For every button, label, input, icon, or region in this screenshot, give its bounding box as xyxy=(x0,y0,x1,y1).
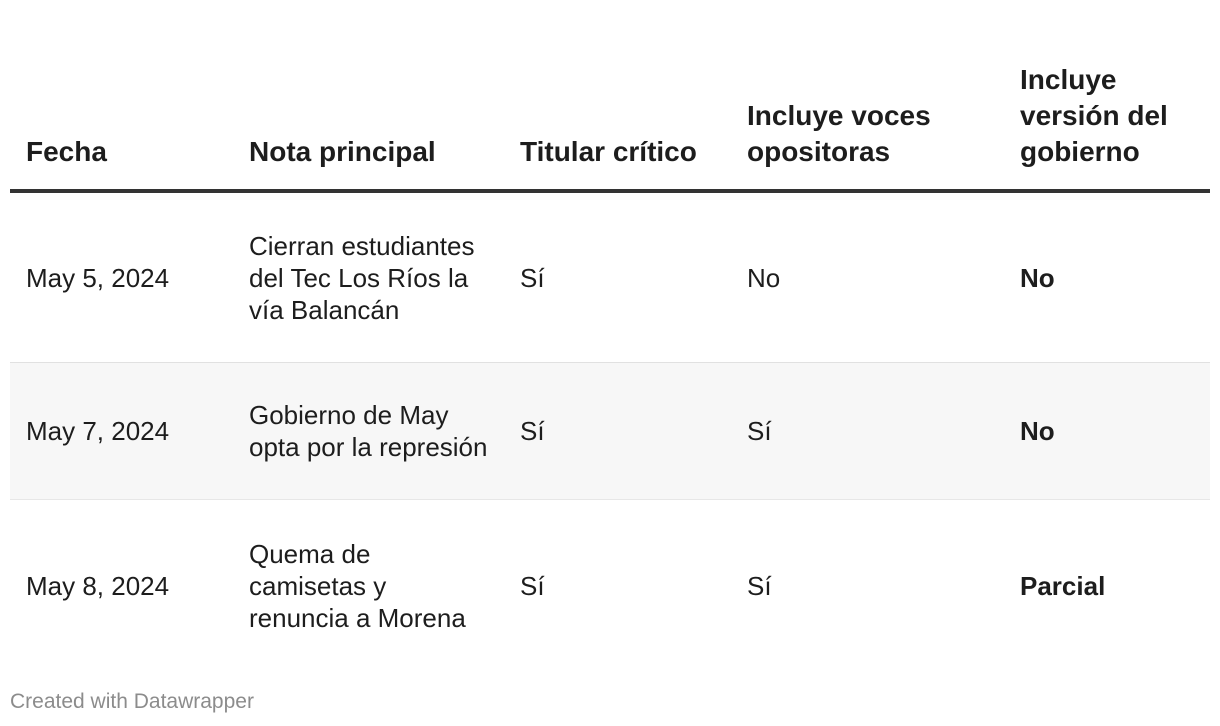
cell-version-gobierno: No xyxy=(1004,362,1210,500)
cell-nota-principal: Quema de camisetas y renuncia a Morena xyxy=(249,538,466,633)
cell-titular-critico: Sí xyxy=(504,362,731,500)
cell-version-gobierno: No xyxy=(1004,191,1210,363)
cell-voces-opositoras: Sí xyxy=(747,570,772,601)
data-table-container: Fecha Nota principal Titular crítico Inc… xyxy=(10,0,1210,671)
table-row: May 7, 2024 Gobierno de May opta por la … xyxy=(10,362,1210,500)
data-table: Fecha Nota principal Titular crítico Inc… xyxy=(10,0,1210,671)
cell-fecha: May 8, 2024 xyxy=(26,570,170,601)
column-header-voces-opositoras[interactable]: Incluye voces opositoras xyxy=(731,0,1004,193)
cell-fecha: May 5, 2024 xyxy=(10,191,233,363)
cell-voces-opositoras: Sí xyxy=(731,362,1004,500)
cell-voces-opositoras: No xyxy=(731,191,1004,363)
cell-nota-principal: Cierran estudiantes del Tec Los Ríos la … xyxy=(233,191,504,363)
header-row: Fecha Nota principal Titular crítico Inc… xyxy=(10,0,1210,193)
cell-version-gobierno: Parcial xyxy=(1020,570,1106,601)
column-header-titular-critico[interactable]: Titular crítico xyxy=(504,0,731,193)
datawrapper-credit[interactable]: Created with Datawrapper xyxy=(10,690,254,713)
cell-titular-critico: Sí xyxy=(504,191,731,363)
cell-titular-critico: Sí xyxy=(520,570,545,601)
cell-fecha: May 7, 2024 xyxy=(10,362,233,500)
column-header-nota-principal[interactable]: Nota principal xyxy=(233,0,504,193)
table-row: May 8, 2024 Quema de camisetas y renunci… xyxy=(10,500,1210,672)
table-row: May 5, 2024 Cierran estudiantes del Tec … xyxy=(10,191,1210,363)
table-body: May 5, 2024 Cierran estudiantes del Tec … xyxy=(10,191,1210,671)
cell-nota-principal: Gobierno de May opta por la represión xyxy=(233,362,504,500)
column-header-version-gobierno[interactable]: Incluye versión del gobierno xyxy=(1004,0,1210,193)
column-header-fecha[interactable]: Fecha xyxy=(10,0,233,193)
table-header: Fecha Nota principal Titular crítico Inc… xyxy=(10,0,1210,193)
